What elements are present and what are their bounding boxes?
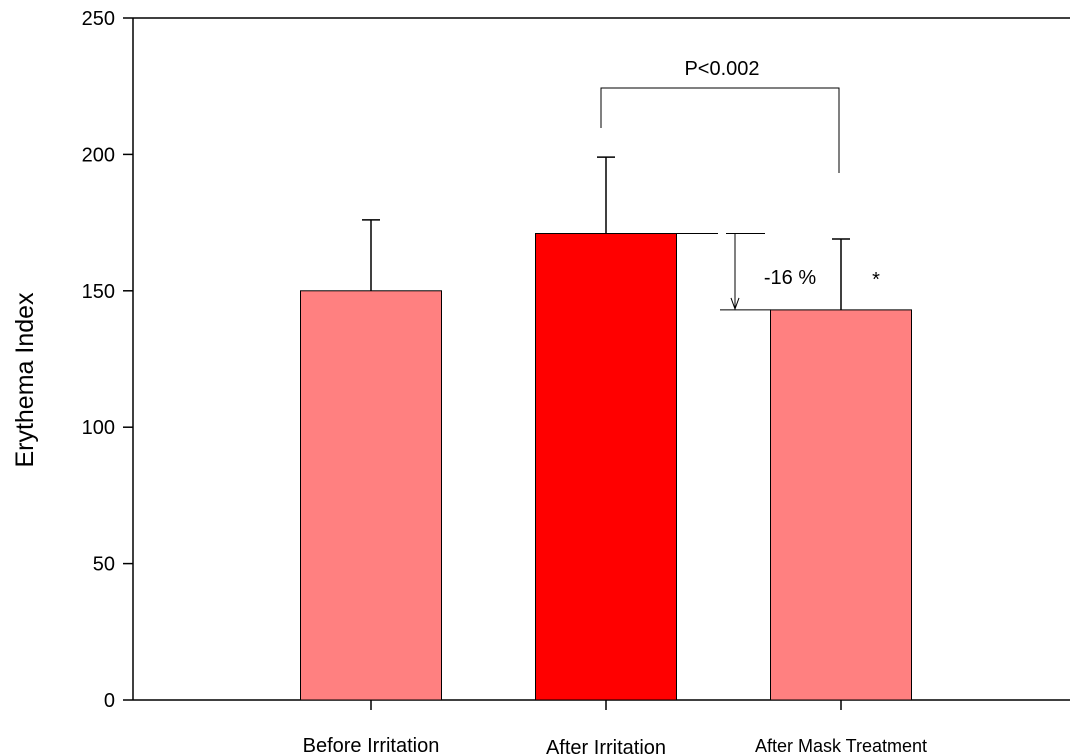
x-tick-label-2: After Irritation — [546, 737, 666, 755]
bar-3 — [770, 309, 912, 701]
bar-2 — [535, 233, 677, 701]
x-tick-label-3: After Mask Treatment — [755, 736, 927, 755]
percent-change-label: -16 % — [764, 267, 816, 289]
y-tick-label-250: 250 — [82, 8, 115, 30]
significance-marker: * — [872, 269, 880, 291]
y-tick-label-200: 200 — [82, 144, 115, 166]
bars — [300, 233, 912, 701]
significance-bracket — [600, 87, 840, 173]
annotations — [600, 87, 840, 311]
y-axis-label: Erythema Index — [11, 292, 39, 468]
y-tick-label-0: 0 — [104, 690, 115, 712]
change-arrow-head — [730, 297, 740, 311]
bar-1 — [300, 290, 442, 701]
x-tick-label-1: Before Irritation — [303, 735, 440, 755]
y-tick-label-150: 150 — [82, 281, 115, 303]
y-tick-label-50: 50 — [93, 554, 115, 576]
x-axis: Before Irritation After Irritation After M… — [133, 699, 1070, 755]
error-bars — [362, 156, 850, 310]
y-axis: 0 50 100 150 200 250 — [82, 8, 1070, 712]
y-tick-label-100: 100 — [82, 417, 115, 439]
p-value-label: P<0.002 — [684, 58, 759, 80]
